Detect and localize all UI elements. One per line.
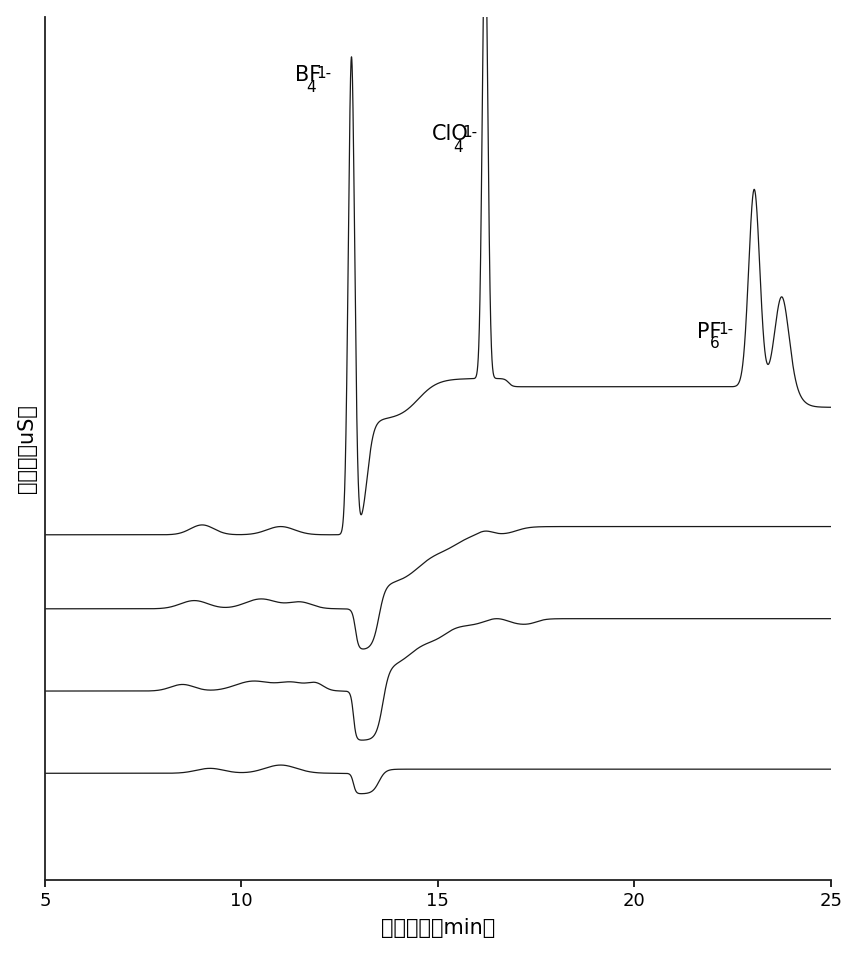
Text: 4: 4: [453, 139, 462, 155]
Text: PF: PF: [698, 322, 722, 342]
Text: ClO: ClO: [432, 124, 469, 144]
Y-axis label: 电导率（uS）: 电导率（uS）: [16, 404, 37, 493]
Text: 4: 4: [307, 80, 316, 95]
Text: 6: 6: [710, 336, 719, 351]
X-axis label: 保留时间（min）: 保留时间（min）: [381, 919, 495, 939]
Text: BF: BF: [295, 65, 320, 85]
Text: 1-: 1-: [718, 323, 734, 337]
Text: 1-: 1-: [463, 125, 478, 140]
Text: 1-: 1-: [316, 66, 332, 81]
